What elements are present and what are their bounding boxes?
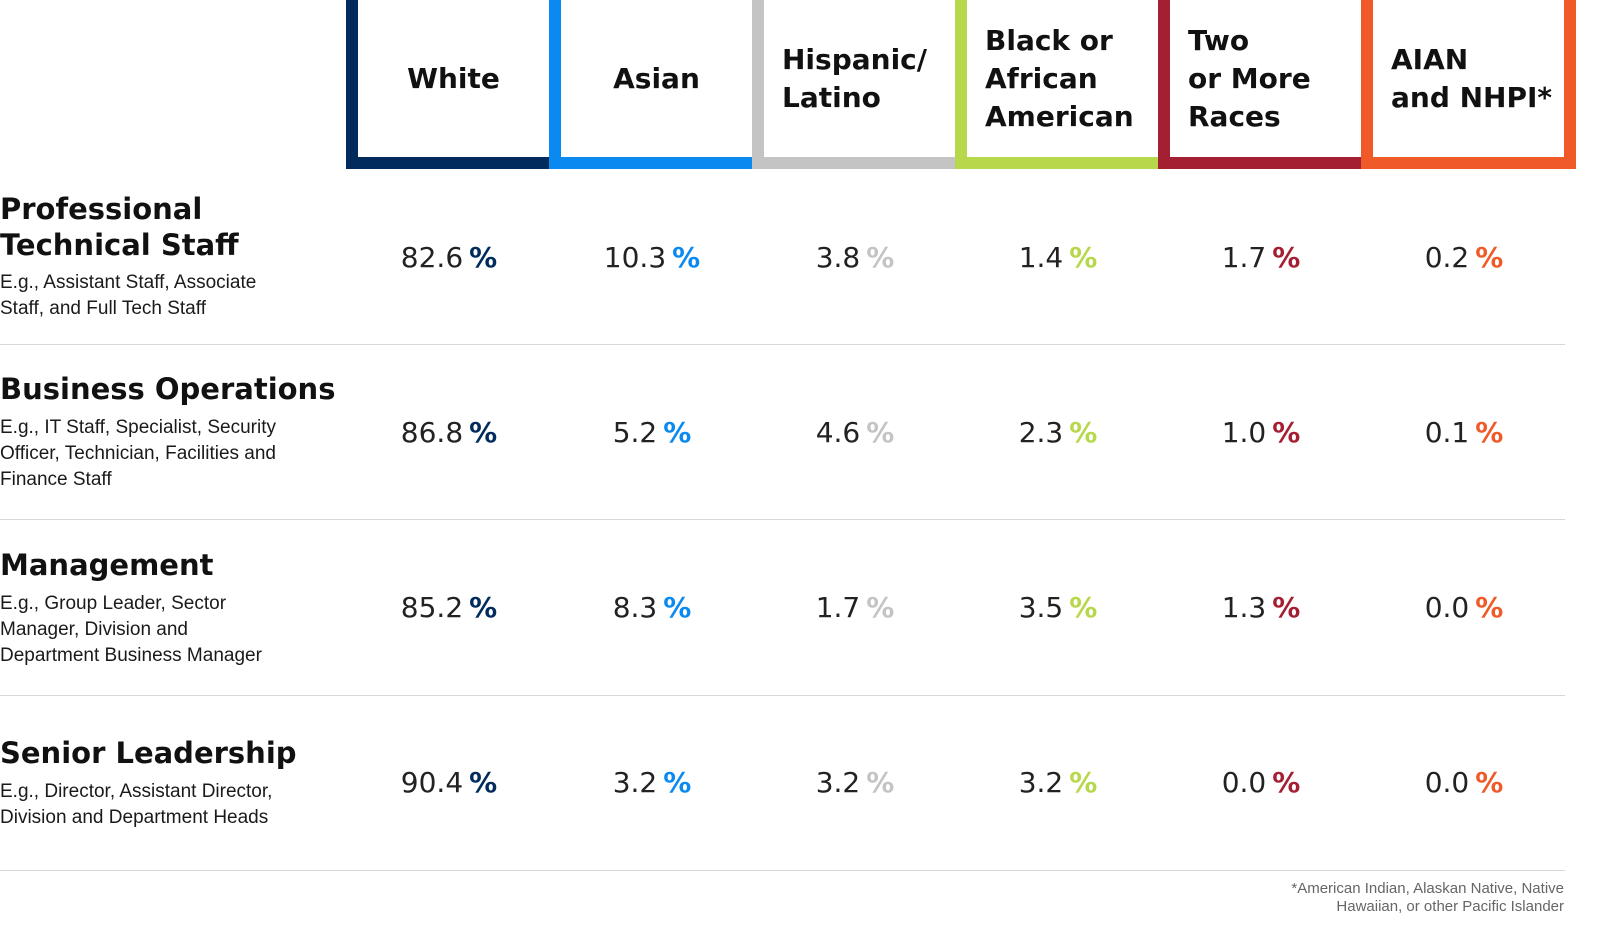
table-cell: 10.3% (552, 241, 752, 275)
column-header-label: Hispanic/ Latino (782, 42, 927, 114)
percent-sign: % (469, 241, 498, 274)
percent-sign: % (1475, 241, 1504, 274)
cell-value: 0.1 (1424, 416, 1470, 449)
footnote: *American Indian, Alaskan Native, Native… (1291, 880, 1564, 915)
percent-sign: % (663, 416, 692, 449)
cell-value: 2.3 (1018, 416, 1064, 449)
percent-sign: % (1069, 766, 1098, 799)
table-cell: 8.3% (552, 591, 752, 625)
table-cell: 3.5% (958, 591, 1158, 625)
table-cell: 1.4% (958, 241, 1158, 275)
table-cell: 3.2% (755, 766, 955, 800)
table-cell: 0.2% (1364, 241, 1564, 275)
percent-sign: % (1475, 416, 1504, 449)
table-cell: 2.3% (958, 416, 1158, 450)
cell-value: 1.3 (1221, 591, 1267, 624)
cell-value: 82.6 (400, 241, 464, 274)
table-cell: 3.2% (958, 766, 1158, 800)
percent-sign: % (1272, 766, 1301, 799)
table-cell: 1.3% (1161, 591, 1361, 625)
cell-value: 0.2 (1424, 241, 1470, 274)
table-cell: 0.1% (1364, 416, 1564, 450)
percent-sign: % (469, 416, 498, 449)
percent-sign: % (866, 766, 895, 799)
percent-sign: % (1272, 241, 1301, 274)
table-cell: 0.0% (1364, 591, 1564, 625)
table-cell: 1.7% (755, 591, 955, 625)
percent-sign: % (1272, 416, 1301, 449)
cell-value: 3.2 (815, 766, 861, 799)
table-cell: 4.6% (755, 416, 955, 450)
percent-sign: % (1272, 591, 1301, 624)
percent-sign: % (672, 241, 701, 274)
table-cell: 86.8% (349, 416, 549, 450)
table-cell: 3.8% (755, 241, 955, 275)
row-subtitle: E.g., Group Leader, Sector Manager, Divi… (0, 593, 262, 666)
row-title: Management (0, 548, 214, 582)
column-header-label: AIAN and NHPI* (1391, 42, 1553, 114)
percent-sign: % (866, 591, 895, 624)
row-subtitle: E.g., Director, Assistant Director, Divi… (0, 781, 273, 828)
column-header-1: White (346, 0, 561, 169)
cell-value: 3.2 (1018, 766, 1064, 799)
cell-value: 5.2 (612, 416, 658, 449)
column-header-2: Asian (549, 0, 764, 169)
column-header-5: Two or More Races (1158, 0, 1373, 169)
table-cell: 85.2% (349, 591, 549, 625)
row-divider (0, 519, 1565, 520)
table-cell: 90.4% (349, 766, 549, 800)
table-cell: 1.7% (1161, 241, 1361, 275)
percent-sign: % (866, 241, 895, 274)
cell-value: 10.3 (603, 241, 667, 274)
row-divider (0, 695, 1565, 696)
cell-value: 1.0 (1221, 416, 1267, 449)
cell-value: 8.3 (612, 591, 658, 624)
percent-sign: % (1475, 766, 1504, 799)
percent-sign: % (469, 766, 498, 799)
row-title: Professional Technical Staff (0, 192, 239, 262)
cell-value: 1.4 (1018, 241, 1064, 274)
column-header-label: Two or More Races (1188, 23, 1311, 133)
percent-sign: % (1475, 591, 1504, 624)
percent-sign: % (1069, 591, 1098, 624)
column-header-label: White (407, 61, 500, 95)
percent-sign: % (469, 591, 498, 624)
cell-value: 1.7 (815, 591, 861, 624)
cell-value: 0.0 (1221, 766, 1267, 799)
row-title: Business Operations (0, 372, 336, 406)
cell-value: 0.0 (1424, 591, 1470, 624)
cell-value: 1.7 (1221, 241, 1267, 274)
row-divider (0, 344, 1565, 345)
percent-sign: % (663, 591, 692, 624)
cell-value: 3.2 (612, 766, 658, 799)
table-cell: 0.0% (1161, 766, 1361, 800)
cell-value: 3.5 (1018, 591, 1064, 624)
row-title: Senior Leadership (0, 736, 297, 770)
cell-value: 86.8 (400, 416, 464, 449)
row-subtitle: E.g., Assistant Staff, Associate Staff, … (0, 272, 257, 319)
cell-value: 3.8 (815, 241, 861, 274)
row-divider (0, 870, 1565, 871)
cell-value: 90.4 (400, 766, 464, 799)
table-cell: 3.2% (552, 766, 752, 800)
table-cell: 82.6% (349, 241, 549, 275)
cell-value: 0.0 (1424, 766, 1470, 799)
column-header-label: Asian (613, 61, 700, 95)
table-cell: 0.0% (1364, 766, 1564, 800)
cell-value: 85.2 (400, 591, 464, 624)
table-cell: 5.2% (552, 416, 752, 450)
table-cell: 1.0% (1161, 416, 1361, 450)
percent-sign: % (866, 416, 895, 449)
cell-value: 4.6 (815, 416, 861, 449)
column-header-6: AIAN and NHPI* (1361, 0, 1576, 169)
percent-sign: % (663, 766, 692, 799)
percent-sign: % (1069, 241, 1098, 274)
column-header-3: Hispanic/ Latino (752, 0, 967, 169)
percent-sign: % (1069, 416, 1098, 449)
column-header-4: Black or African American (955, 0, 1170, 169)
row-subtitle: E.g., IT Staff, Specialist, Security Off… (0, 417, 276, 490)
column-header-label: Black or African American (985, 23, 1134, 133)
